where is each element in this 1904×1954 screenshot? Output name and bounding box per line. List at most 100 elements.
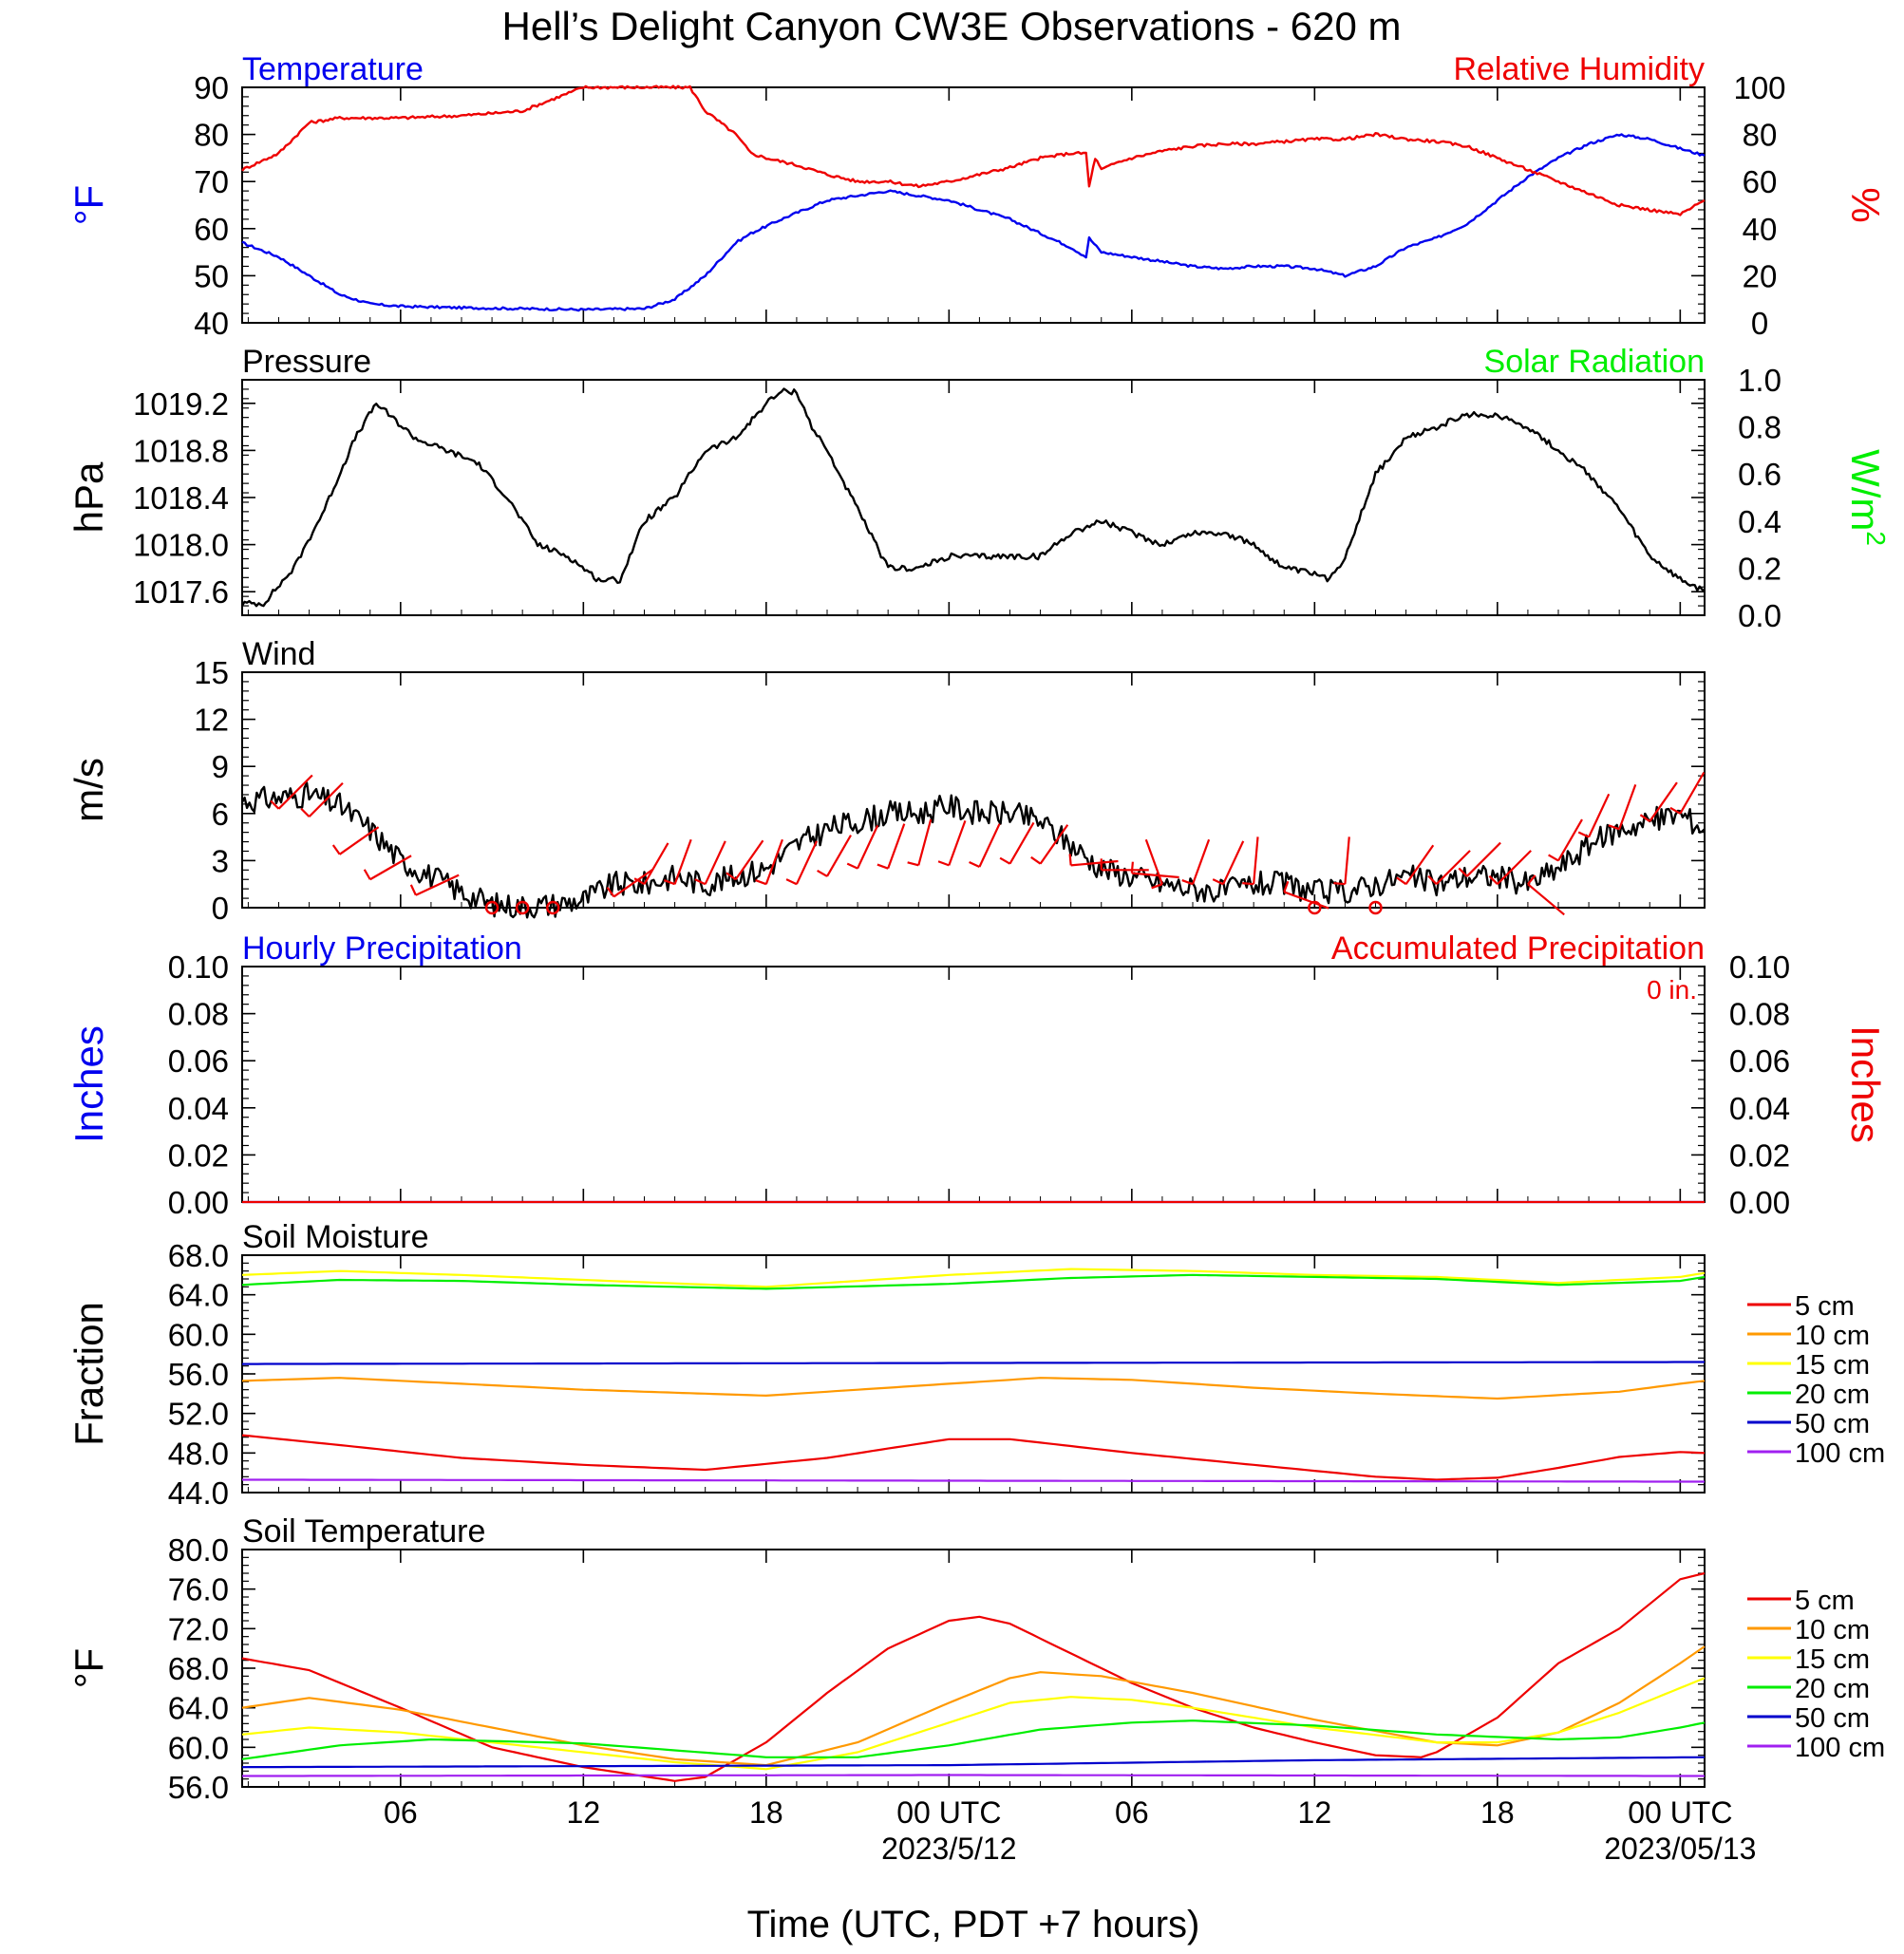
panel-soil-temperature: 56.0 60.0 64.0 68.0 72.0 76.0 80.0 Soil Tempera…	[66, 1513, 1885, 1805]
x-axis-label: Time (UTC, PDT +7 hours)	[747, 1904, 1200, 1945]
wind-barb	[1181, 838, 1211, 886]
plot-frame	[241, 966, 1706, 1203]
y-tick-label-left: 0.10	[168, 949, 229, 985]
legend-entry: 20 cm	[1795, 1380, 1870, 1410]
series-line-50-cm	[241, 1756, 1705, 1769]
y-tick-label-left: 70	[194, 164, 229, 199]
y-tick-label-right: 0.2	[1738, 551, 1781, 586]
panel-title-left: Pressure	[242, 344, 371, 380]
accumulated-total-label: 0 in.	[1647, 975, 1697, 1005]
plot-frame	[241, 86, 1706, 324]
y-tick-label-left: 60.0	[168, 1317, 229, 1352]
wind-barb	[363, 855, 412, 881]
y-tick-label-right: 80	[1743, 118, 1778, 153]
panel-title-left: Hourly Precipitation	[242, 930, 522, 967]
y-tick-label-left: 68.0	[168, 1238, 229, 1273]
y-tick-label-left: 80	[194, 118, 229, 153]
panel-title-left: Soil Moisture	[242, 1219, 429, 1255]
series-line-20-cm	[241, 1719, 1706, 1760]
wind-barb	[1030, 824, 1069, 865]
legend-entry: 15 cm	[1795, 1350, 1870, 1381]
y-tick-label-left: 56.0	[168, 1770, 229, 1805]
x-tick-label: 00 UTC	[1628, 1795, 1732, 1830]
x-tick-date-label: 2023/5/12	[881, 1832, 1016, 1866]
wind-barb	[1068, 854, 1119, 867]
y-tick-label-left: 0.06	[168, 1043, 229, 1079]
wind-barb	[606, 868, 654, 898]
wind-barb	[1130, 861, 1179, 879]
panel-title-left: Wind	[242, 636, 315, 672]
wind-barb	[633, 842, 669, 886]
y-tick-label-right: 0.06	[1729, 1043, 1790, 1079]
y-tick-label-left: 40	[194, 306, 229, 341]
y-tick-label-left: 68.0	[168, 1651, 229, 1686]
wind-barb	[726, 839, 764, 881]
wind-barb	[1608, 783, 1637, 831]
panel-title-right: Relative Humidity	[1453, 51, 1705, 87]
y-axis-label-right: W/m2	[1843, 449, 1891, 546]
panel-wind: 0 3 6 9 12 15 Wind m/s	[66, 636, 1706, 926]
y-axis-label-left: hPa	[66, 461, 111, 533]
y-tick-label-right: 20	[1743, 258, 1778, 293]
y-tick-label-left: 0.04	[168, 1091, 229, 1126]
wind-calm-marker	[546, 900, 560, 915]
y-tick-label-left: 3	[212, 843, 229, 878]
y-tick-label-left: 1018.8	[133, 433, 229, 468]
y-tick-label-left: 44.0	[168, 1475, 229, 1511]
wind-barb	[331, 826, 380, 855]
y-tick-label-left: 0.08	[168, 997, 229, 1032]
y-tick-label-right: 0.00	[1729, 1185, 1790, 1220]
y-tick-label-right: 1.0	[1738, 363, 1781, 398]
wind-barb	[755, 838, 783, 886]
plot-frame	[241, 671, 1706, 909]
wind-barb	[270, 774, 313, 810]
y-axis-label-left: m/s	[66, 758, 111, 822]
wind-barb	[300, 781, 344, 817]
wind-barb	[1100, 858, 1149, 872]
legend-entry: 50 cm	[1795, 1703, 1870, 1734]
y-tick-label-right: 0.08	[1729, 997, 1790, 1032]
series-line-relative-humidity	[241, 85, 1706, 216]
wind-barb	[907, 818, 933, 867]
x-tick-label: 12	[567, 1795, 601, 1830]
wind-barb	[1333, 836, 1350, 886]
wind-barb	[999, 821, 1035, 865]
y-tick-label-left: 64.0	[168, 1278, 229, 1313]
wind-calm-marker	[515, 900, 530, 915]
legend-entry: 100 cm	[1795, 1733, 1885, 1763]
y-axis-label-right: Inches	[1843, 1025, 1888, 1143]
y-tick-label-right: 0.10	[1729, 949, 1790, 985]
series-line-10-cm	[241, 1377, 1706, 1400]
y-tick-label-right: 0.8	[1738, 410, 1781, 445]
wind-barb	[1577, 793, 1611, 838]
panel-title-right: Accumulated Precipitation	[1331, 930, 1705, 967]
series-line-temperature	[241, 133, 1706, 312]
y-tick-label-right: 0.02	[1729, 1137, 1790, 1173]
y-axis-label-left: °F	[66, 185, 111, 225]
y-tick-label-right: 100	[1733, 70, 1785, 105]
series-line-15-cm	[241, 1268, 1706, 1288]
x-tick-label: 06	[1115, 1795, 1149, 1830]
y-tick-label-right: 60	[1743, 164, 1778, 199]
y-tick-label-right: 0.04	[1729, 1091, 1790, 1126]
series-line-pressure	[240, 387, 1706, 608]
y-tick-label-left: 1017.6	[133, 574, 229, 610]
y-tick-label-left: 0.02	[168, 1137, 229, 1173]
series-line-wind	[240, 781, 1706, 919]
wind-barb	[1527, 874, 1565, 916]
wind-barb	[1548, 818, 1583, 862]
y-tick-label-left: 72.0	[168, 1611, 229, 1646]
legend-entry: 100 cm	[1795, 1438, 1885, 1469]
x-tick-label: 18	[1480, 1795, 1515, 1830]
y-tick-label-left: 56.0	[168, 1357, 229, 1392]
y-tick-label-left: 12	[194, 703, 229, 738]
legend-entry: 50 cm	[1795, 1409, 1870, 1439]
wind-barb	[694, 840, 726, 886]
y-tick-label-left: 64.0	[168, 1691, 229, 1726]
y-tick-label-left: 0.00	[168, 1185, 229, 1220]
wind-barb	[409, 874, 460, 896]
wind-calm-marker	[1368, 900, 1383, 915]
panel-soil-moisture: 44.0 48.0 52.0 56.0 60.0 64.0 68.0 Soil Moistur…	[66, 1219, 1885, 1511]
